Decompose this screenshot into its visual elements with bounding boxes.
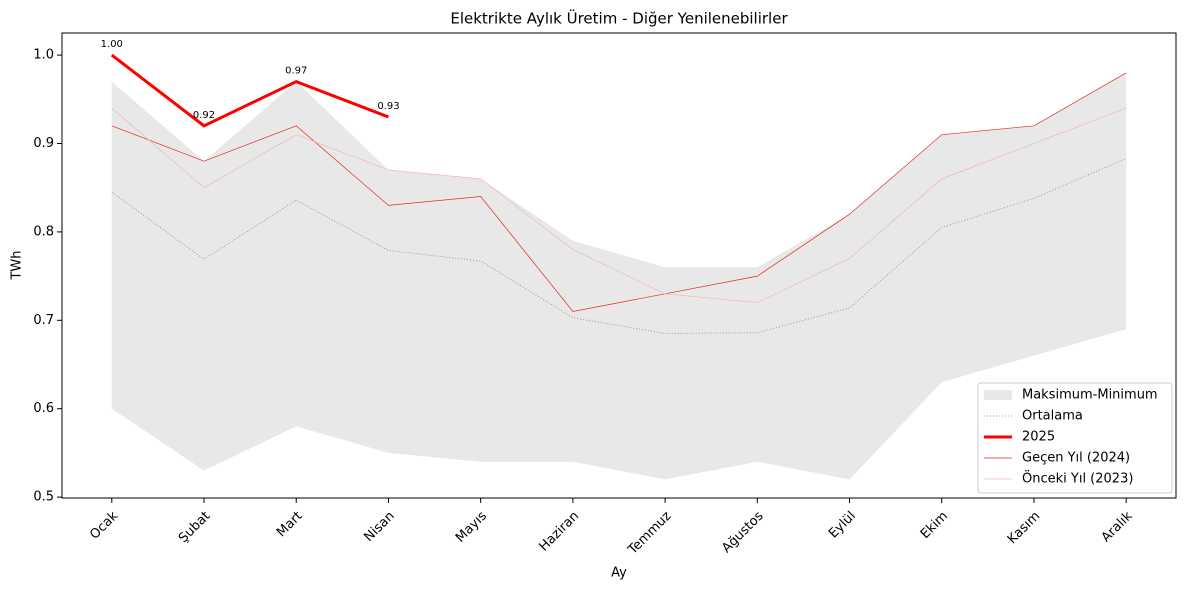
data-label: 0.93 [377,101,399,112]
y-tick-label: 0.6 [33,401,54,416]
x-axis-label: Ay [611,566,627,581]
y-tick-label: 0.7 [33,313,54,328]
legend-box [977,382,1173,494]
legend-label: Geçen Yıl (2024) [1022,451,1130,466]
data-label: 0.92 [193,110,215,121]
legend-label: Maksimum-Minimum [1022,388,1158,403]
y-tick-label: 1.0 [33,48,54,63]
y-axis-label: TWh [10,250,25,280]
plot-frame [61,32,1177,499]
series-line [111,158,1127,335]
y-tick-label: 0.5 [33,490,54,505]
legend-label: Ortalama [1022,409,1083,424]
data-label: 0.97 [285,66,307,77]
y-tick-label: 0.9 [33,136,54,151]
chart-title: Elektrikte Aylık Üretim - Diğer Yenilene… [450,9,788,28]
data-label: 1.00 [101,39,123,50]
series-line [111,107,1127,303]
legend-label: 2025 [1022,430,1055,445]
series-line [111,72,1127,312]
legend-label: Önceki Yıl (2023) [1022,470,1133,487]
series-line [110,53,389,128]
legend-swatch [984,390,1012,400]
range-band [111,72,1127,480]
y-tick-label: 0.8 [33,224,54,239]
